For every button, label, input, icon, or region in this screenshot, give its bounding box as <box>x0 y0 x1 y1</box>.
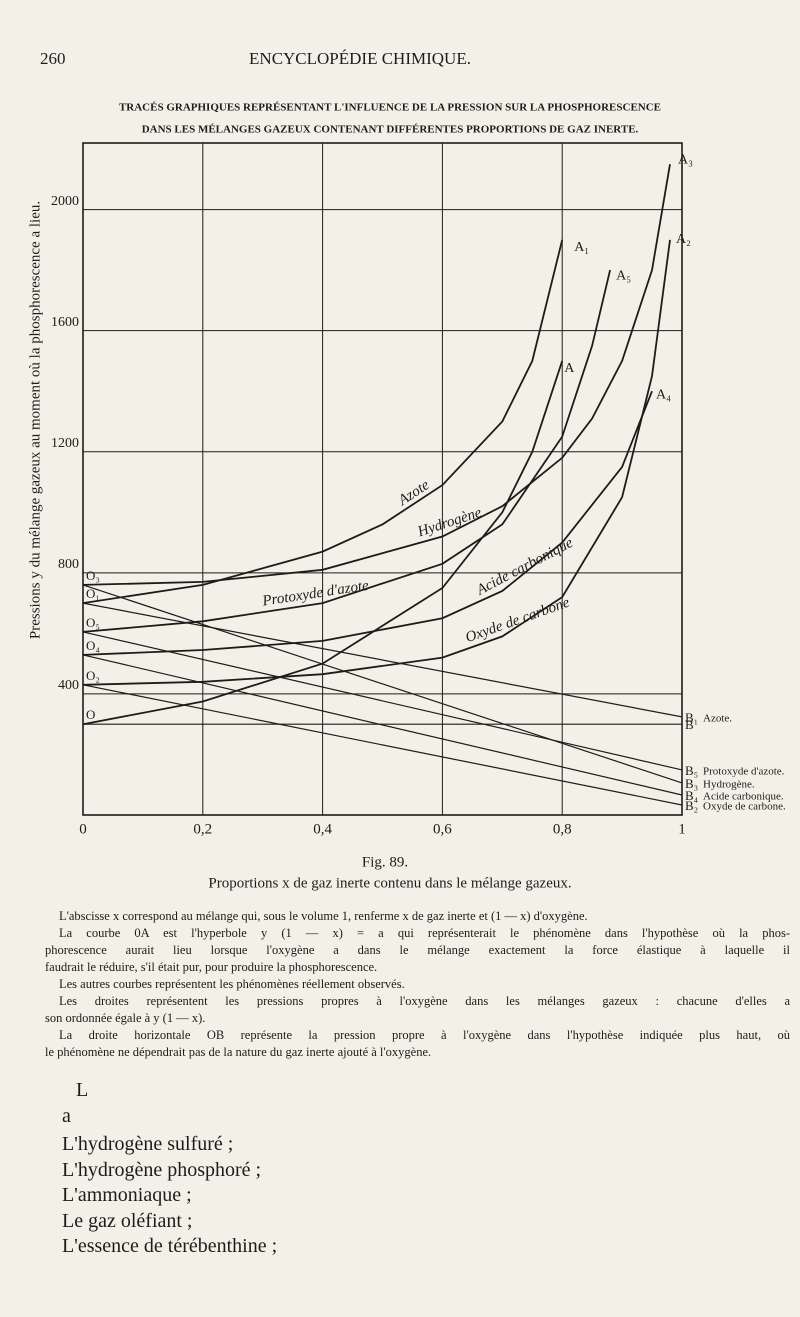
figure: 260 ENCYCLOPÉDIE CHIMIQUE. TRACÉS GRAPHI… <box>27 49 786 892</box>
y-tick-label: 1600 <box>51 315 79 330</box>
end-label: B₃ <box>685 776 698 791</box>
end-label: A₃ <box>678 152 693 167</box>
text-line: La droite horizontale OB représente la p… <box>59 1028 790 1042</box>
pressure-line <box>82 654 683 796</box>
phosphorescence-curve <box>82 360 564 726</box>
text-line: Les autres courbes représentent les phén… <box>59 977 405 991</box>
text-line: a <box>62 1104 71 1127</box>
origin-label: O₃ <box>86 568 100 583</box>
end-label: B₅ <box>685 763 698 778</box>
list-item: Le gaz oléfiant ; <box>62 1209 193 1232</box>
phosphorescence-curve <box>82 239 671 686</box>
plot-frame <box>82 142 683 816</box>
end-label: B₂ <box>685 798 698 813</box>
end-label: B₁ <box>685 710 698 725</box>
list-item: L'essence de térébenthine ; <box>62 1235 278 1257</box>
text-line: L'abscisse x correspond au mélange qui, … <box>59 909 588 923</box>
y-axis-label: Pressions y du mélange gazeux au moment … <box>27 201 43 639</box>
x-tick-label: 0,6 <box>433 821 452 837</box>
phosphorescence-curve <box>82 390 653 656</box>
curve-label: Hydrogène <box>415 505 484 541</box>
end-label: B₄ <box>685 788 699 803</box>
text-line: faudrait le réduire, s'il était pur, pou… <box>45 960 378 974</box>
y-tick-label: 1200 <box>51 436 79 451</box>
y-tick-label: 800 <box>58 557 79 572</box>
chart-title: TRACÉS GRAPHIQUES REPRÉSENTANT L'INFLUEN… <box>119 102 661 114</box>
y-tick-label: 2000 <box>51 194 79 209</box>
pressure-line <box>82 584 683 784</box>
end-label: A₅ <box>616 268 631 283</box>
text-line: L <box>76 1079 89 1101</box>
list-item: L'hydrogène sulfuré ; <box>62 1133 234 1155</box>
x-tick-label: 0,8 <box>553 821 572 837</box>
curve-label: Oxyde de carbone <box>464 594 573 646</box>
origin-label: O₂ <box>86 668 100 683</box>
origin-label: O <box>86 707 95 722</box>
gas-label: Acide carbonique. <box>703 791 784 803</box>
x-tick-label: 0,4 <box>313 821 332 837</box>
end-label: B <box>685 717 694 732</box>
x-tick-label: 0 <box>79 821 87 837</box>
figure-notes: L'abscisse x correspond au mélange qui, … <box>45 908 790 1061</box>
end-label: A <box>564 361 575 376</box>
text-line: La courbe 0A est l'hyperbole y (1 — x) =… <box>59 926 790 940</box>
x-tick-label: 1 <box>678 821 686 837</box>
gas-label: Azote. <box>703 712 732 724</box>
x-tick-label: 0,2 <box>193 821 212 837</box>
pressure-line <box>82 684 683 806</box>
curve-label: Acide carbonique <box>473 535 576 599</box>
text-line: le phénomène ne dépendrait pas de la nat… <box>45 1045 432 1059</box>
chart-title: DANS LES MÉLANGES GAZEUX CONTENANT DIFFÉ… <box>142 124 639 136</box>
phosphorescence-curve <box>82 269 611 633</box>
gas-label: Protoxyde d'azote. <box>703 765 785 777</box>
list-item: L'hydrogène phosphoré ; <box>62 1158 262 1181</box>
figure-number: Fig. 89. <box>362 854 408 870</box>
running-title: ENCYCLOPÉDIE CHIMIQUE. <box>249 49 471 68</box>
end-label: A₄ <box>656 387 671 402</box>
y-tick-label: 400 <box>58 678 79 693</box>
x-axis-label: Proportions x de gaz inerte contenu dans… <box>208 875 571 891</box>
gas-label: Oxyde de carbone. <box>703 801 786 813</box>
pressure-line <box>82 631 683 771</box>
origin-label: O₄ <box>86 638 100 653</box>
end-label: A₁ <box>574 240 589 255</box>
text-line: son ordonnée égale à y (1 — x). <box>45 1011 206 1025</box>
pressure-line <box>82 602 683 718</box>
text-line: Les droites représentent les pressions p… <box>59 994 790 1008</box>
end-label: A₂ <box>676 232 691 247</box>
text-line: phorescence aurait lieu lorsque l'oxygèn… <box>45 943 790 957</box>
list-item: L'ammoniaque ; <box>62 1184 192 1206</box>
page-number: 260 <box>40 49 66 68</box>
gas-label: Hydrogène. <box>703 778 755 790</box>
origin-label: O₅ <box>86 615 100 630</box>
